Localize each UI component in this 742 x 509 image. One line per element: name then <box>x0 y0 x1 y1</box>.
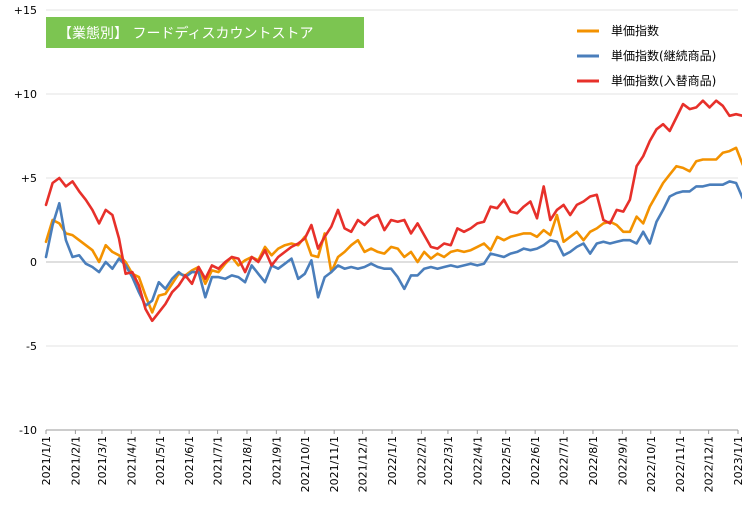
x-tick-label: 2021/8/1 <box>241 436 254 485</box>
x-tick-label: 2023/1/1 <box>732 436 742 485</box>
x-tick-label: 2022/3/1 <box>442 436 455 485</box>
x-tick-label: 2021/1/1 <box>40 436 53 485</box>
y-tick-label: +15 <box>14 4 37 17</box>
x-tick-label: 2022/11/1 <box>674 436 687 492</box>
series-lines <box>44 99 742 323</box>
x-tick-label: 2022/7/1 <box>558 436 571 485</box>
x-tick-label: 2021/3/1 <box>96 436 109 485</box>
x-tick-label: 2022/5/1 <box>500 436 513 485</box>
y-tick-label: -5 <box>26 340 37 353</box>
x-tick-label: 2021/5/1 <box>154 436 167 485</box>
y-tick-label: -10 <box>19 424 37 437</box>
chart-title-box: 【業態別】 フードディスカウントストア <box>46 17 364 48</box>
series-line-2 <box>44 180 742 308</box>
legend-label: 単価指数(継続商品) <box>611 48 716 63</box>
legend-label: 単価指数(入替商品) <box>611 73 716 88</box>
gridlines <box>46 9 738 347</box>
y-axis-tick-labels: +15 +10 +5 0 -5 -10 <box>14 4 37 437</box>
x-tick-label: 2021/9/1 <box>270 436 283 485</box>
title-background <box>46 17 364 48</box>
x-tick-label: 2022/1/1 <box>386 436 399 485</box>
series-line-3 <box>44 99 742 323</box>
x-tick-label: 2022/4/1 <box>471 436 484 485</box>
x-tick-label: 2022/6/1 <box>529 436 542 485</box>
x-tick-label: 2022/12/1 <box>703 436 716 492</box>
y-tick-label: 0 <box>30 256 37 269</box>
series-line-1 <box>44 146 742 314</box>
x-axis-tick-labels: 2021/1/1 2021/2/1 2021/3/1 2021/4/1 2021/5/1… <box>40 430 742 492</box>
x-tick-label: 2022/9/1 <box>616 436 629 485</box>
x-tick-label: 2021/4/1 <box>125 436 138 485</box>
y-tick-label: +5 <box>21 172 37 185</box>
x-tick-label: 2021/2/1 <box>69 436 82 485</box>
x-tick-label: 2021/7/1 <box>212 436 225 485</box>
x-tick-label: 2021/10/1 <box>299 436 312 492</box>
x-tick-label: 2022/8/1 <box>587 436 600 485</box>
y-tick-label: +10 <box>14 88 37 101</box>
x-tick-label: 2021/11/1 <box>328 436 341 492</box>
chart-title: 【業態別】 フードディスカウントストア <box>58 25 313 42</box>
x-tick-label: 2022/2/1 <box>415 436 428 485</box>
x-tick-label: 2021/12/1 <box>357 436 370 492</box>
legend-label: 単価指数 <box>611 23 659 38</box>
x-tick-label: 2022/10/1 <box>645 436 658 492</box>
x-tick-label: 2021/6/1 <box>183 436 196 485</box>
